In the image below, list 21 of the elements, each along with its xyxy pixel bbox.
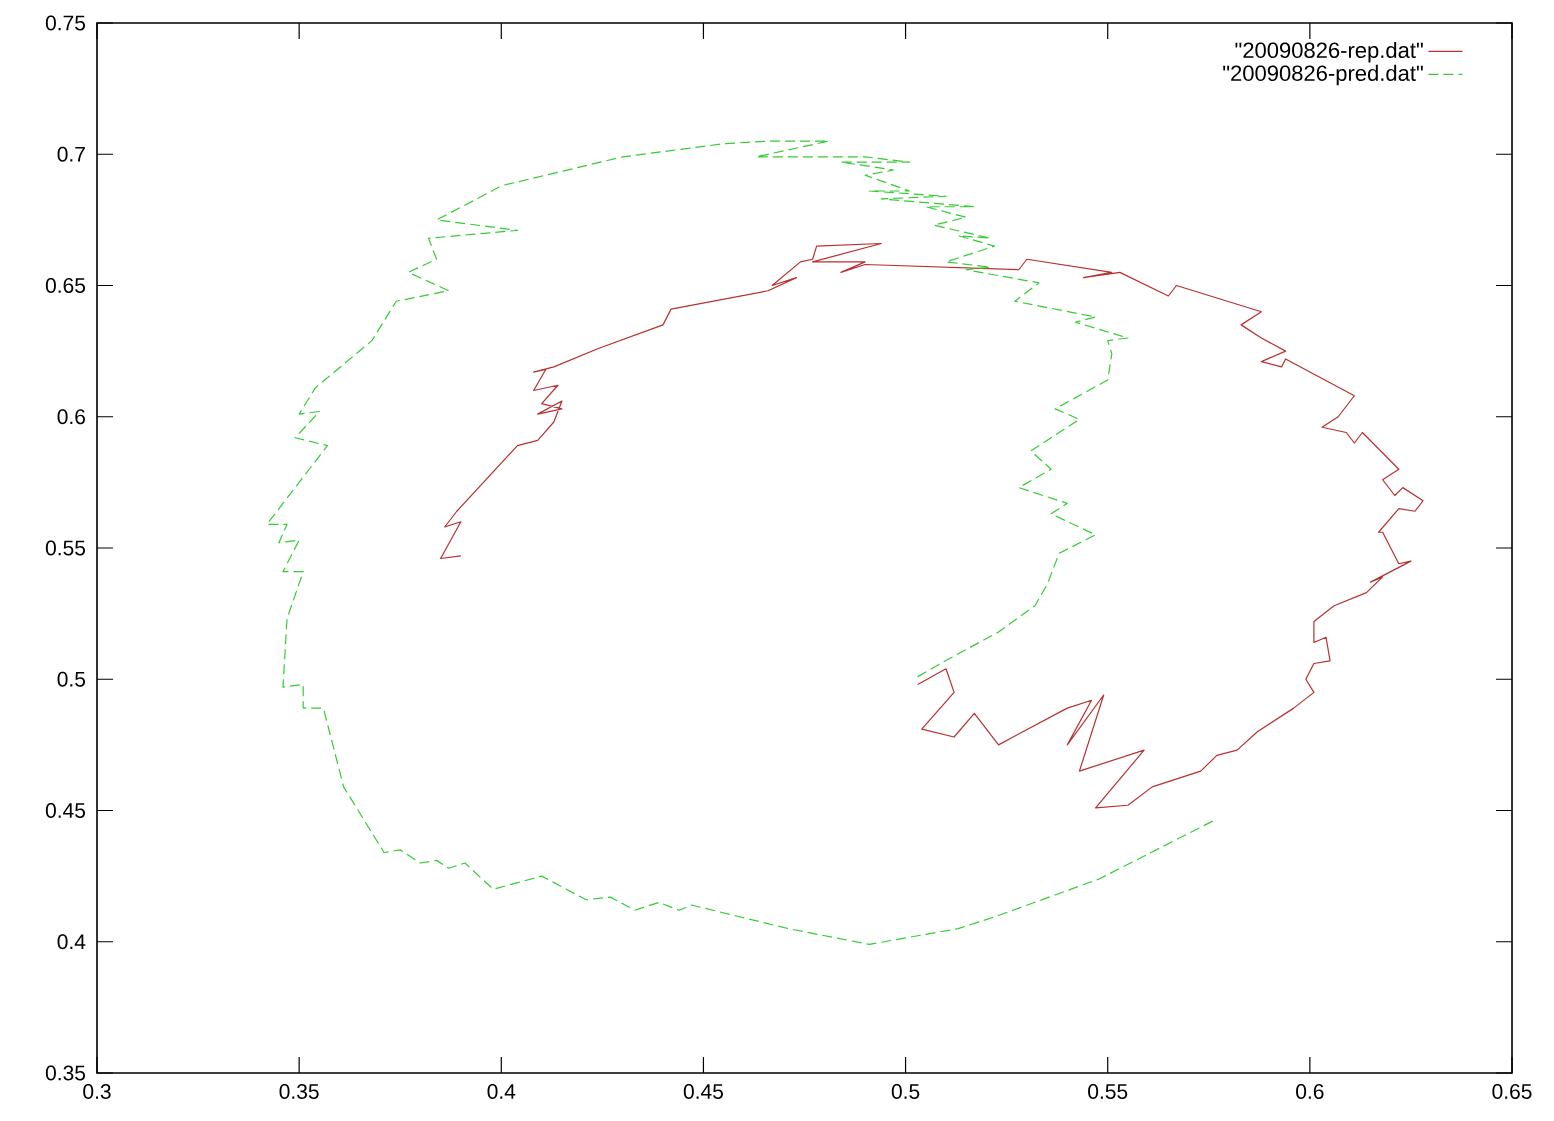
y-tick-label: 0.55 [45, 540, 86, 556]
line-series [266, 140, 1214, 945]
line-series [440, 242, 1424, 809]
y-tick-label: 0.75 [45, 15, 86, 31]
y-tick-label: 0.6 [57, 409, 86, 425]
x-tick-label: 0.45 [683, 1084, 723, 1099]
x-tick-label: 0.35 [279, 1084, 319, 1099]
y-tick-label: 0.45 [45, 803, 86, 818]
y-tick-label: 0.35 [45, 1065, 86, 1081]
x-tick-label: 0.3 [83, 1084, 111, 1099]
legend-label: "20090826-rep.dat" [1235, 41, 1423, 63]
y-tick-label: 0.7 [57, 146, 85, 162]
x-tick-label: 0.55 [1088, 1084, 1128, 1099]
x-tick-label: 0.4 [487, 1084, 516, 1099]
x-tick-label: 0.6 [1296, 1084, 1324, 1099]
y-tick-label: 0.5 [57, 671, 86, 687]
x-tick-label: 0.65 [1492, 1084, 1532, 1099]
x-tick-label: 0.5 [891, 1084, 920, 1099]
legend-label: "20090826-pred.dat" [1223, 64, 1423, 86]
y-tick-label: 0.65 [45, 278, 86, 293]
y-tick-label: 0.4 [57, 934, 86, 950]
